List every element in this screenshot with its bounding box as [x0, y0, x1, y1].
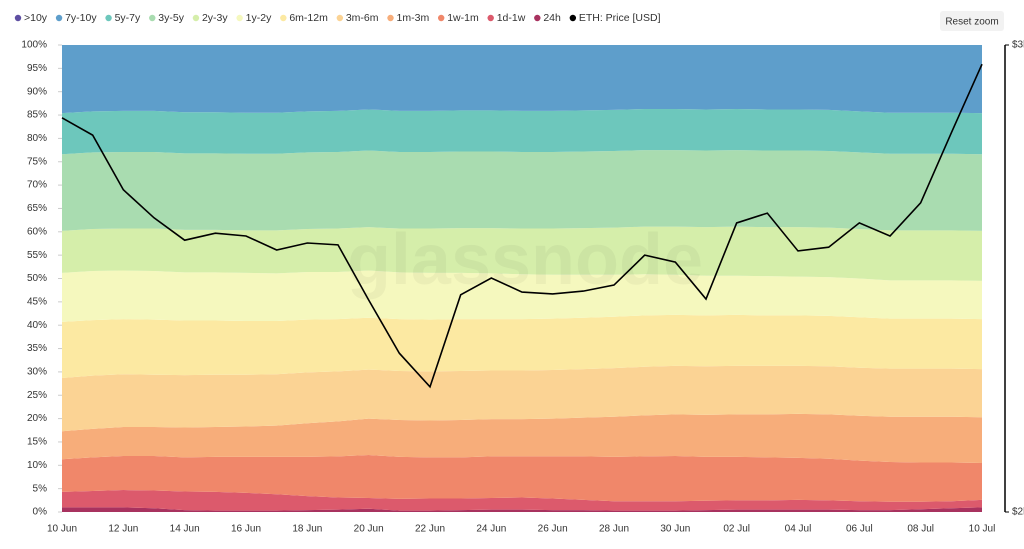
x-tick-label: 20 Jun [354, 524, 384, 535]
legend-label: 6m-12m [289, 12, 328, 24]
y-tick-label: 5% [33, 483, 48, 494]
x-tick-label: 30 Jun [660, 524, 690, 535]
y-tick-label: 70% [27, 180, 47, 191]
x-tick-label: 10 Jul [969, 524, 996, 535]
y-tick-label: 80% [27, 133, 47, 144]
area [62, 45, 982, 114]
y-tick-label: 95% [27, 63, 47, 74]
legend-label: 3m-6m [346, 12, 379, 24]
x-tick-label: 14 Jun [170, 524, 200, 535]
x-tick-label: 26 Jun [538, 524, 568, 535]
legend-marker [14, 14, 22, 22]
y-tick-label: 10% [27, 460, 47, 471]
y-tick-label: 75% [27, 156, 47, 167]
legend-marker [437, 14, 445, 22]
y-tick-label: 35% [27, 343, 47, 354]
legend-label: >10y [24, 12, 48, 24]
x-tick-label: 12 Jun [108, 524, 138, 535]
legend-label: 2y-3y [202, 12, 228, 24]
legend-marker [534, 14, 541, 22]
y-tick-label: 55% [27, 250, 47, 261]
area [62, 490, 982, 511]
y-tick-label: 15% [27, 437, 47, 448]
y-tick-label: 25% [27, 390, 47, 401]
y-tick-label: 100% [21, 40, 47, 51]
area [62, 108, 982, 155]
area [62, 150, 982, 231]
legend-label: 3y-5y [158, 12, 184, 24]
legend-marker [149, 14, 156, 22]
x-tick-label: 16 Jun [231, 524, 261, 535]
y2-tick-label: $3k [1012, 40, 1024, 51]
area [62, 507, 982, 512]
legend-marker [487, 14, 494, 22]
legend-marker [236, 14, 243, 22]
area [62, 314, 982, 378]
x-tick-label: 18 Jun [292, 524, 322, 535]
area [62, 226, 982, 281]
y-tick-label: 0% [33, 507, 48, 518]
legend-label: 1m-3m [397, 12, 430, 24]
y-tick-label: 20% [27, 413, 47, 424]
legend-marker [387, 14, 394, 22]
legend-label: 7y-10y [65, 12, 97, 24]
y-tick-label: 50% [27, 273, 47, 284]
plot-area [62, 41, 982, 512]
y-tick-label: 90% [27, 86, 47, 97]
x-tick-label: 24 Jun [476, 524, 506, 535]
area [62, 270, 982, 322]
x-tick-label: 02 Jul [723, 524, 750, 535]
legend-label: 5y-7y [115, 12, 141, 24]
reset-zoom-button[interactable] [940, 11, 1004, 31]
y-tick-label: 30% [27, 367, 47, 378]
legend-label: 1y-2y [246, 12, 272, 24]
legend-label: 24h [543, 12, 561, 24]
x-tick-label: 22 Jun [415, 524, 445, 535]
x-tick-label: 10 Jun [47, 524, 77, 535]
legend-label: 1w-1m [447, 12, 479, 24]
price-line [61, 63, 983, 389]
legend-marker [336, 14, 344, 22]
y-tick-label: 60% [27, 226, 47, 237]
y-tick-label: 85% [27, 110, 47, 121]
legend-label: 1d-1w [497, 12, 526, 24]
legend-label: ETH: Price [USD] [579, 12, 661, 24]
x-tick-label: 08 Jul [907, 524, 934, 535]
legend-marker [569, 14, 577, 22]
area [62, 41, 982, 45]
reset-zoom-label[interactable]: Reset zoom [945, 17, 998, 28]
y-tick-label: 65% [27, 203, 47, 214]
y-tick-label: 45% [27, 296, 47, 307]
x-tick-label: 28 Jun [599, 524, 629, 535]
legend-marker [55, 14, 63, 22]
area [62, 365, 982, 432]
x-tick-label: 06 Jul [846, 524, 873, 535]
x-tick-label: 04 Jul [785, 524, 812, 535]
legend-marker [280, 14, 287, 22]
legend-marker [192, 14, 200, 22]
y-tick-label: 40% [27, 320, 47, 331]
area [62, 413, 982, 463]
watermark: glassnode [347, 220, 703, 300]
legend-marker [105, 14, 112, 22]
area [62, 455, 982, 502]
y2-tick-label: $2k [1012, 507, 1024, 518]
